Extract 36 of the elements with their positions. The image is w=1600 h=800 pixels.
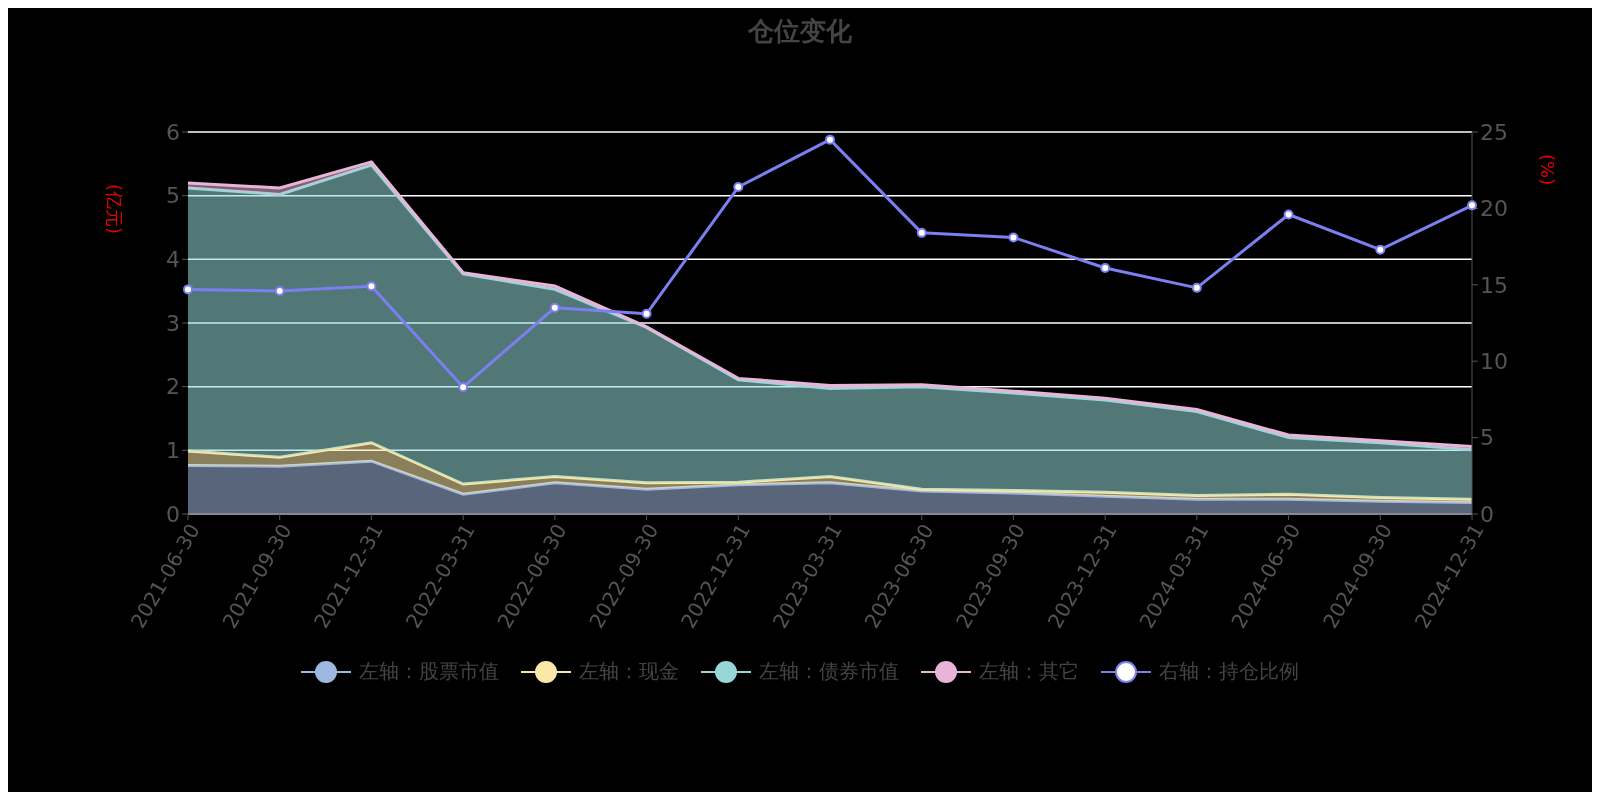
- point: [274, 285, 285, 296]
- y-tick-label: 0: [166, 501, 180, 527]
- point: [1191, 282, 1202, 293]
- chart-title: 仓位变化: [747, 15, 853, 48]
- y2-tick-label: 10: [1480, 349, 1508, 375]
- y2-tick-label: 15: [1480, 272, 1508, 298]
- point: [549, 302, 560, 313]
- point: [1375, 244, 1386, 255]
- legend-label: 左轴：股票市值: [359, 658, 499, 685]
- y-tick-label: 3: [166, 310, 180, 336]
- y-tick-label: 6: [166, 119, 180, 145]
- legend-label: 右轴：持仓比例: [1159, 658, 1299, 685]
- y-tick-label: 2: [166, 374, 180, 400]
- point: [641, 308, 652, 319]
- y2-tick-label: 5: [1480, 425, 1494, 451]
- point: [825, 134, 835, 145]
- point: [1283, 209, 1294, 220]
- point: [1100, 262, 1111, 273]
- y2-axis-title: (%): [1537, 154, 1558, 186]
- y2-tick-label: 25: [1480, 119, 1508, 145]
- point: [733, 182, 744, 193]
- y2-tick-label: 20: [1480, 196, 1508, 222]
- y2-tick-label: 0: [1480, 501, 1494, 527]
- point: [1008, 232, 1019, 243]
- y-tick-label: 1: [166, 438, 180, 464]
- y-tick-label: 5: [166, 183, 180, 209]
- legend-label: 左轴：债券市值: [759, 658, 899, 685]
- y-axis-title: (亿元): [103, 184, 126, 235]
- point: [458, 382, 469, 393]
- point: [183, 284, 193, 295]
- legend-label: 左轴：其它: [979, 658, 1079, 685]
- legend-label: 左轴：现金: [579, 658, 679, 685]
- point: [1467, 200, 1477, 211]
- point: [366, 281, 377, 292]
- y-tick-label: 4: [166, 247, 180, 273]
- point: [916, 227, 927, 238]
